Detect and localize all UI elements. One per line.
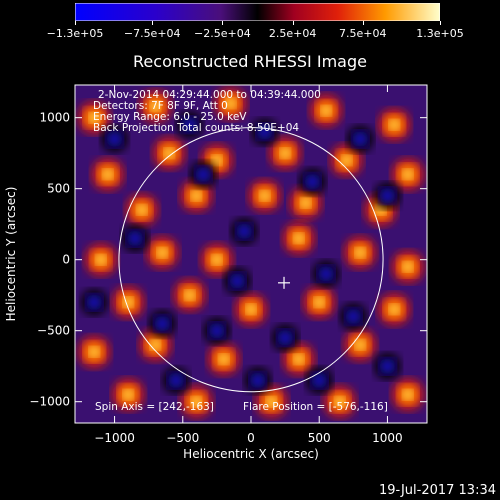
colorbar (75, 3, 440, 21)
x-tick-label: 500 (308, 431, 331, 445)
heatmap-bright-spot-peak (280, 148, 291, 159)
heatmap-bright-spot-peak (218, 354, 229, 365)
heatmap-bright-spot-peak (246, 304, 256, 315)
info-line: Back Projection Total counts: 8.50E+04 (93, 122, 299, 134)
heatmap-negative-spot (249, 372, 266, 389)
heatmap-negative-spot (195, 166, 212, 183)
heatmap-bright-spot-peak (123, 297, 134, 308)
heatmap-bright-spot-peak (225, 98, 236, 109)
heatmap-bright-spot-peak (402, 389, 413, 400)
heatmap-bright-spot-peak (341, 155, 352, 166)
y-tick-label: 1000 (39, 111, 70, 125)
heatmap-bright-spot-peak (95, 254, 106, 265)
heatmap-bright-spot-peak (211, 155, 222, 166)
heatmap-negative-spot (208, 322, 225, 339)
heatmap-bright-spot-peak (355, 247, 366, 258)
colorbar-tick (222, 21, 224, 25)
heatmap-negative-spot (106, 130, 123, 147)
heatmap-negative-spot (229, 272, 246, 289)
heatmap-negative-spot (379, 358, 396, 375)
heatmap-bright-spot-peak (136, 204, 147, 215)
info-line: Energy Range: 6.0 - 25.0 keV (93, 111, 247, 123)
heatmap-bright-spot-peak (211, 254, 222, 265)
heatmap-bright-spot-peak (402, 169, 413, 180)
heatmap-negative-spot (345, 308, 362, 325)
heatmap-bright-spot-peak (389, 119, 400, 130)
image-blobs (78, 87, 424, 418)
heatmap-bright-spot-peak (314, 297, 325, 308)
info-text-block: 2-Nov-2014 04:29:44.000 to 04:39:44.000D… (93, 89, 321, 134)
heatmap-negative-spot (127, 230, 144, 247)
heatmap-negative-spot (277, 329, 294, 346)
heatmap-bright-spot-peak (150, 339, 161, 350)
x-tick-label: 0 (247, 431, 255, 445)
y-tick-label: 0 (62, 253, 70, 267)
heatmap-bright-spot-peak (402, 261, 413, 272)
heatmap-bright-spot-peak (355, 339, 366, 350)
x-tick-label: −500 (166, 431, 199, 445)
heatmap-bright-spot-peak (334, 396, 345, 407)
heatmap-bright-spot-peak (164, 148, 175, 159)
heatmap-bright-spot-peak (89, 346, 100, 357)
heatmap-negative-spot (311, 372, 328, 389)
spin-axis-label: Spin Axis = [242,-163] (95, 401, 214, 413)
heatmap-bright-spot-peak (389, 304, 400, 315)
y-axis-label: Heliocentric Y (arcsec) (4, 187, 18, 322)
colorbar-tick-label: −1.3e+05 (46, 27, 104, 40)
colorbar-tick-label: 7.5e+04 (339, 27, 387, 40)
colorbar-tick-label: 2.5e+04 (268, 27, 317, 40)
solar-disk-circle (118, 127, 384, 393)
heatmap-bright-spot-peak (102, 169, 113, 180)
heatmap-bright-spot-peak (89, 112, 100, 123)
colorbar-tick-label: −7.5e+04 (123, 27, 181, 40)
x-tick-label: 1000 (372, 431, 403, 445)
colorbar-tick (292, 21, 294, 25)
heatmap-bright-spot-peak (157, 247, 168, 258)
colorbar-tick (75, 21, 76, 25)
heatmap-bright-spot-peak (191, 190, 202, 201)
colorbar-tick (362, 21, 364, 25)
heatmap-bright-spot-peak (191, 396, 202, 407)
heatmap-negative-spot (181, 116, 198, 133)
heatmap-bright-spot-peak (321, 105, 332, 116)
x-tick-label: −1000 (94, 431, 135, 445)
heatmap-negative-spot (154, 315, 171, 332)
colorbar-tick (152, 21, 154, 25)
heatmap-bright-spot-peak (293, 233, 304, 244)
heatmap-negative-spot (318, 265, 335, 282)
colorbar-tick (440, 21, 441, 25)
heatmap-negative-spot (379, 187, 396, 204)
x-axis-label: Heliocentric X (arcsec) (183, 447, 319, 461)
y-tick-label: −500 (37, 324, 70, 338)
y-tick-label: 500 (47, 182, 70, 196)
date-stamp: 19-Jul-2017 13:34 (378, 483, 496, 498)
heatmap-bright-spot-peak (259, 190, 270, 201)
heatmap-negative-spot (352, 130, 369, 147)
heatmap-negative-spot (167, 372, 184, 389)
info-line: Detectors: 7F 8F 9F, Att 0 (93, 100, 228, 112)
y-tick-label: −1000 (29, 395, 70, 409)
heatmap-bright-spot-peak (300, 197, 311, 208)
heatmap-negative-spot (304, 173, 321, 190)
spin-axis-cross-marker (278, 276, 291, 289)
heatmap-bright-spot-peak (266, 396, 277, 407)
flare-position-label: Flare Position = [-576,-116] (243, 401, 388, 413)
colorbar-tick-label: −2.5e+04 (194, 27, 251, 40)
heatmap-negative-spot (86, 294, 103, 311)
colorbar-tick-label: 1.3e+05 (416, 27, 464, 40)
heatmap-bright-spot-peak (184, 290, 195, 301)
plot-title: Reconstructed RHESSI Image (133, 52, 367, 71)
heatmap-bright-spot-peak (293, 354, 304, 365)
heatmap-bright-spot-peak (150, 101, 161, 112)
info-line: 2-Nov-2014 04:29:44.000 to 04:39:44.000 (98, 89, 321, 101)
heatmap-negative-spot (236, 223, 253, 240)
heatmap-bright-spot-peak (123, 389, 134, 400)
axes-ticks: −1000 −500 0 500 1000 −1000 −500 0 500 1000 (29, 85, 427, 445)
